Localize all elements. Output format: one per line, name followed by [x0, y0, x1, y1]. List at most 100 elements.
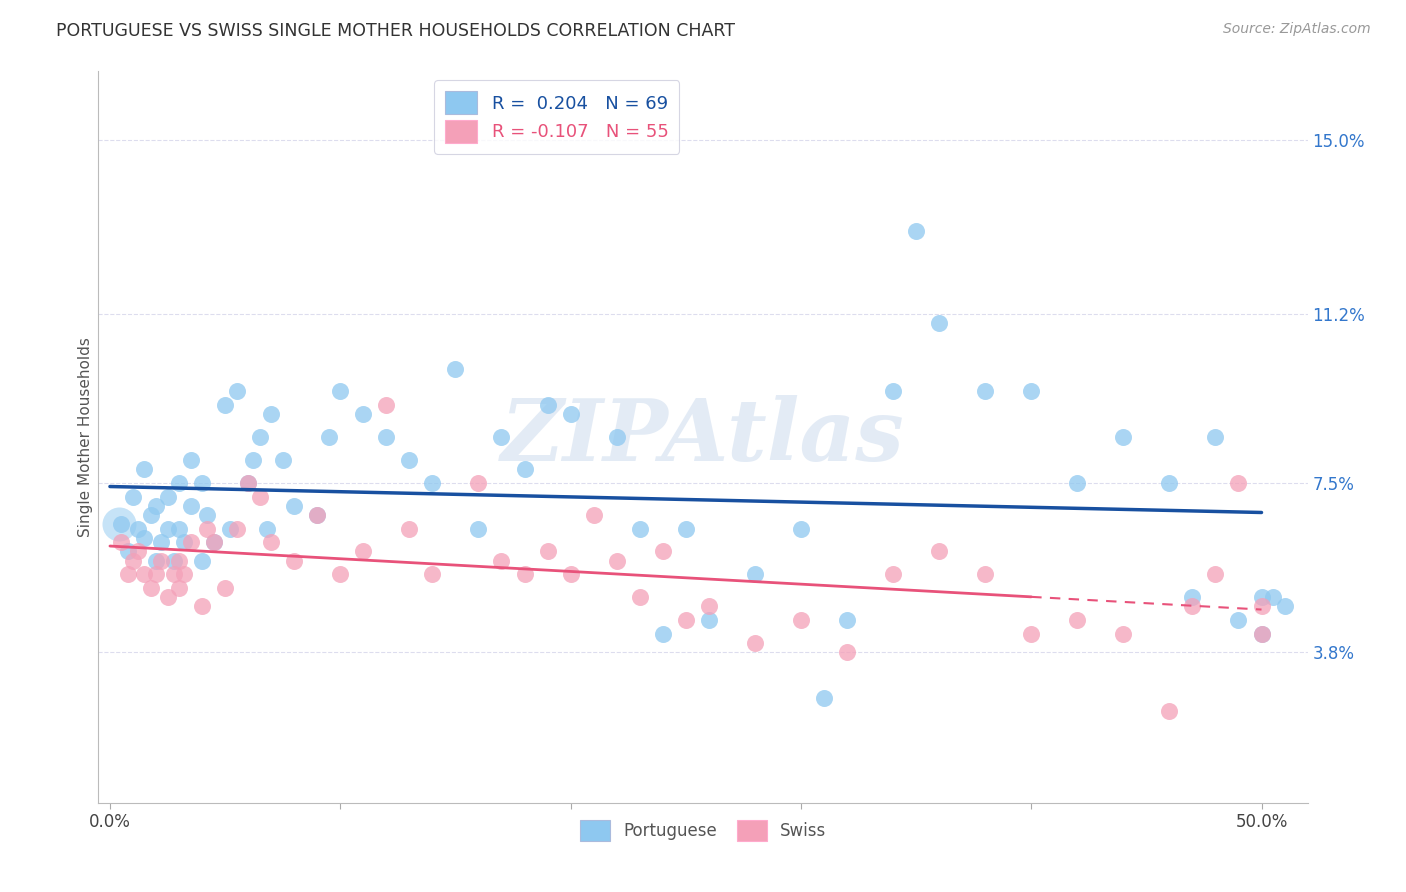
- Point: [108, 516, 131, 531]
- Point: [202, 535, 225, 549]
- Point: [110, 516, 132, 531]
- Point: [225, 521, 247, 535]
- Point: [790, 613, 813, 627]
- Point: [536, 398, 558, 412]
- Point: [1066, 475, 1088, 490]
- Point: [905, 224, 928, 238]
- Point: [218, 521, 240, 535]
- Text: Source: ZipAtlas.com: Source: ZipAtlas.com: [1223, 22, 1371, 37]
- Point: [1181, 590, 1204, 604]
- Point: [156, 521, 179, 535]
- Point: [173, 567, 195, 582]
- Point: [974, 384, 997, 399]
- Point: [283, 553, 305, 567]
- Point: [127, 544, 149, 558]
- Text: ZIPAtlas: ZIPAtlas: [501, 395, 905, 479]
- Point: [928, 316, 950, 330]
- Y-axis label: Single Mother Households: Single Mother Households: [77, 337, 93, 537]
- Point: [156, 490, 179, 504]
- Point: [651, 544, 673, 558]
- Point: [1066, 613, 1088, 627]
- Point: [928, 544, 950, 558]
- Point: [163, 567, 186, 582]
- Point: [835, 645, 858, 659]
- Point: [141, 508, 163, 522]
- Point: [813, 690, 835, 705]
- Point: [697, 613, 720, 627]
- Point: [307, 508, 329, 522]
- Point: [145, 567, 167, 582]
- Point: [122, 553, 145, 567]
- Point: [1250, 590, 1272, 604]
- Point: [249, 490, 271, 504]
- Point: [675, 613, 697, 627]
- Point: [236, 475, 259, 490]
- Point: [271, 453, 294, 467]
- Point: [318, 430, 340, 444]
- Point: [195, 521, 218, 535]
- Point: [398, 453, 420, 467]
- Point: [606, 430, 628, 444]
- Point: [167, 553, 190, 567]
- Point: [882, 384, 904, 399]
- Point: [163, 553, 186, 567]
- Point: [110, 535, 132, 549]
- Point: [1274, 599, 1296, 614]
- Point: [191, 599, 214, 614]
- Point: [145, 553, 167, 567]
- Point: [167, 475, 190, 490]
- Point: [628, 590, 651, 604]
- Point: [191, 475, 214, 490]
- Point: [1112, 626, 1135, 640]
- Point: [180, 453, 202, 467]
- Point: [491, 430, 513, 444]
- Point: [202, 535, 225, 549]
- Point: [790, 521, 813, 535]
- Point: [1019, 384, 1042, 399]
- Point: [1250, 599, 1272, 614]
- Point: [180, 535, 202, 549]
- Point: [329, 384, 352, 399]
- Point: [606, 553, 628, 567]
- Point: [283, 499, 305, 513]
- Point: [352, 407, 374, 421]
- Point: [352, 544, 374, 558]
- Point: [467, 475, 489, 490]
- Point: [214, 398, 236, 412]
- Point: [651, 626, 673, 640]
- Point: [149, 553, 172, 567]
- Point: [236, 475, 259, 490]
- Point: [560, 567, 582, 582]
- Point: [1227, 475, 1250, 490]
- Point: [191, 553, 214, 567]
- Point: [117, 567, 139, 582]
- Point: [1019, 626, 1042, 640]
- Point: [467, 521, 489, 535]
- Point: [835, 613, 858, 627]
- Point: [444, 361, 467, 376]
- Point: [422, 567, 444, 582]
- Point: [173, 535, 195, 549]
- Legend: Portuguese, Swiss: Portuguese, Swiss: [571, 811, 835, 849]
- Point: [1250, 626, 1272, 640]
- Point: [882, 567, 904, 582]
- Point: [149, 535, 172, 549]
- Point: [513, 462, 536, 476]
- Point: [260, 535, 283, 549]
- Text: PORTUGUESE VS SWISS SINGLE MOTHER HOUSEHOLDS CORRELATION CHART: PORTUGUESE VS SWISS SINGLE MOTHER HOUSEH…: [56, 22, 735, 40]
- Point: [195, 508, 218, 522]
- Point: [513, 567, 536, 582]
- Point: [628, 521, 651, 535]
- Point: [1204, 567, 1226, 582]
- Point: [560, 407, 582, 421]
- Point: [1159, 705, 1181, 719]
- Point: [167, 581, 190, 595]
- Point: [1204, 430, 1226, 444]
- Point: [375, 430, 398, 444]
- Point: [582, 508, 605, 522]
- Point: [1112, 430, 1135, 444]
- Point: [491, 553, 513, 567]
- Point: [214, 581, 236, 595]
- Point: [1181, 599, 1204, 614]
- Point: [974, 567, 997, 582]
